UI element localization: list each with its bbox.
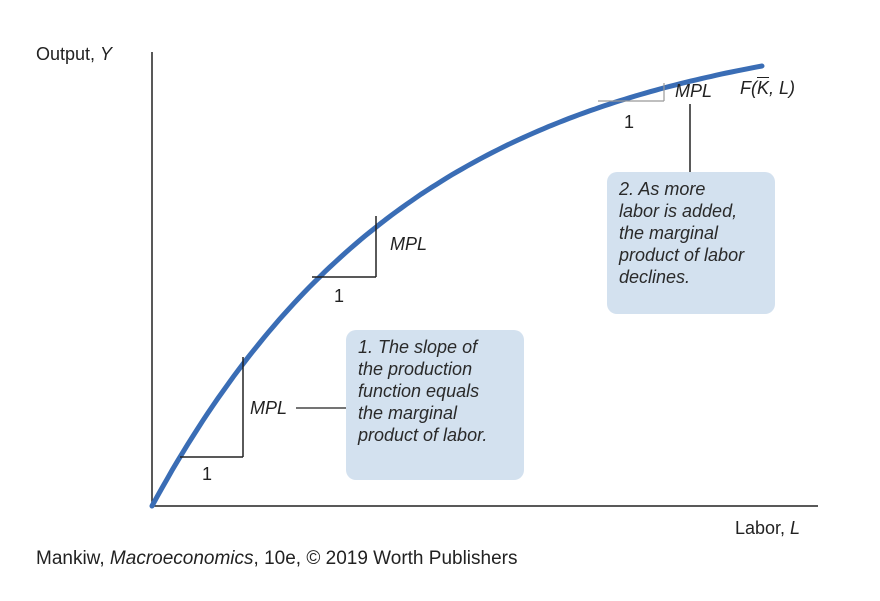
curve-label-capital: K xyxy=(757,78,770,98)
triangle-1-run-label: 1 xyxy=(202,464,213,484)
x-axis-label-text: Labor, xyxy=(735,518,791,538)
callout-1-line: function equals xyxy=(358,381,480,401)
credit-title: Macroeconomics xyxy=(109,548,254,569)
y-axis-label: Output, Y xyxy=(36,44,112,65)
curve-label-prefix: F( xyxy=(740,78,757,98)
credit-author: Mankiw, xyxy=(36,548,110,569)
triangle-2-mpl-label: MPL xyxy=(390,234,428,254)
slope-triangle-2 xyxy=(312,216,377,278)
credit-publisher: , 10e, © 2019 Worth Publishers xyxy=(253,548,518,569)
y-axis-label-text: Output, xyxy=(36,44,101,64)
x-axis-symbol: L xyxy=(790,518,801,538)
y-axis-symbol: Y xyxy=(100,44,113,64)
triangle-3-run-label: 1 xyxy=(624,112,635,132)
callout-2-line: labor is added, xyxy=(619,201,738,221)
curve-label: F(K, L) xyxy=(740,78,795,99)
callout-1-line: product of labor. xyxy=(358,425,488,445)
source-credit: Mankiw, Macroeconomics, 10e, © 2019 Wort… xyxy=(36,548,518,570)
callout-slope-equals-mpl: 1. The slope of the production function … xyxy=(346,330,524,480)
triangle-3-mpl-label: MPL xyxy=(675,81,713,101)
callout-1-line: the marginal xyxy=(358,403,458,423)
callout-1-line: 1. The slope of xyxy=(358,337,478,357)
x-axis-label: Labor, L xyxy=(735,518,800,539)
curve-label-suffix: , L) xyxy=(769,78,796,98)
slope-triangle-3 xyxy=(598,83,665,102)
callout-2-line: 2. As more xyxy=(619,179,706,199)
callout-2-line: declines. xyxy=(619,267,691,287)
callout-diminishing-mpl: 2. As more labor is added, the marginal … xyxy=(607,172,775,314)
production-function-curve xyxy=(149,63,765,509)
callout-1-line: the production xyxy=(358,359,473,379)
slope-triangle-1 xyxy=(180,357,244,458)
triangle-1-mpl-label: MPL xyxy=(250,398,288,418)
callout-2-line: product of labor xyxy=(619,245,745,265)
triangle-2-run-label: 1 xyxy=(334,286,345,306)
callout-2-line: the marginal xyxy=(619,223,719,243)
